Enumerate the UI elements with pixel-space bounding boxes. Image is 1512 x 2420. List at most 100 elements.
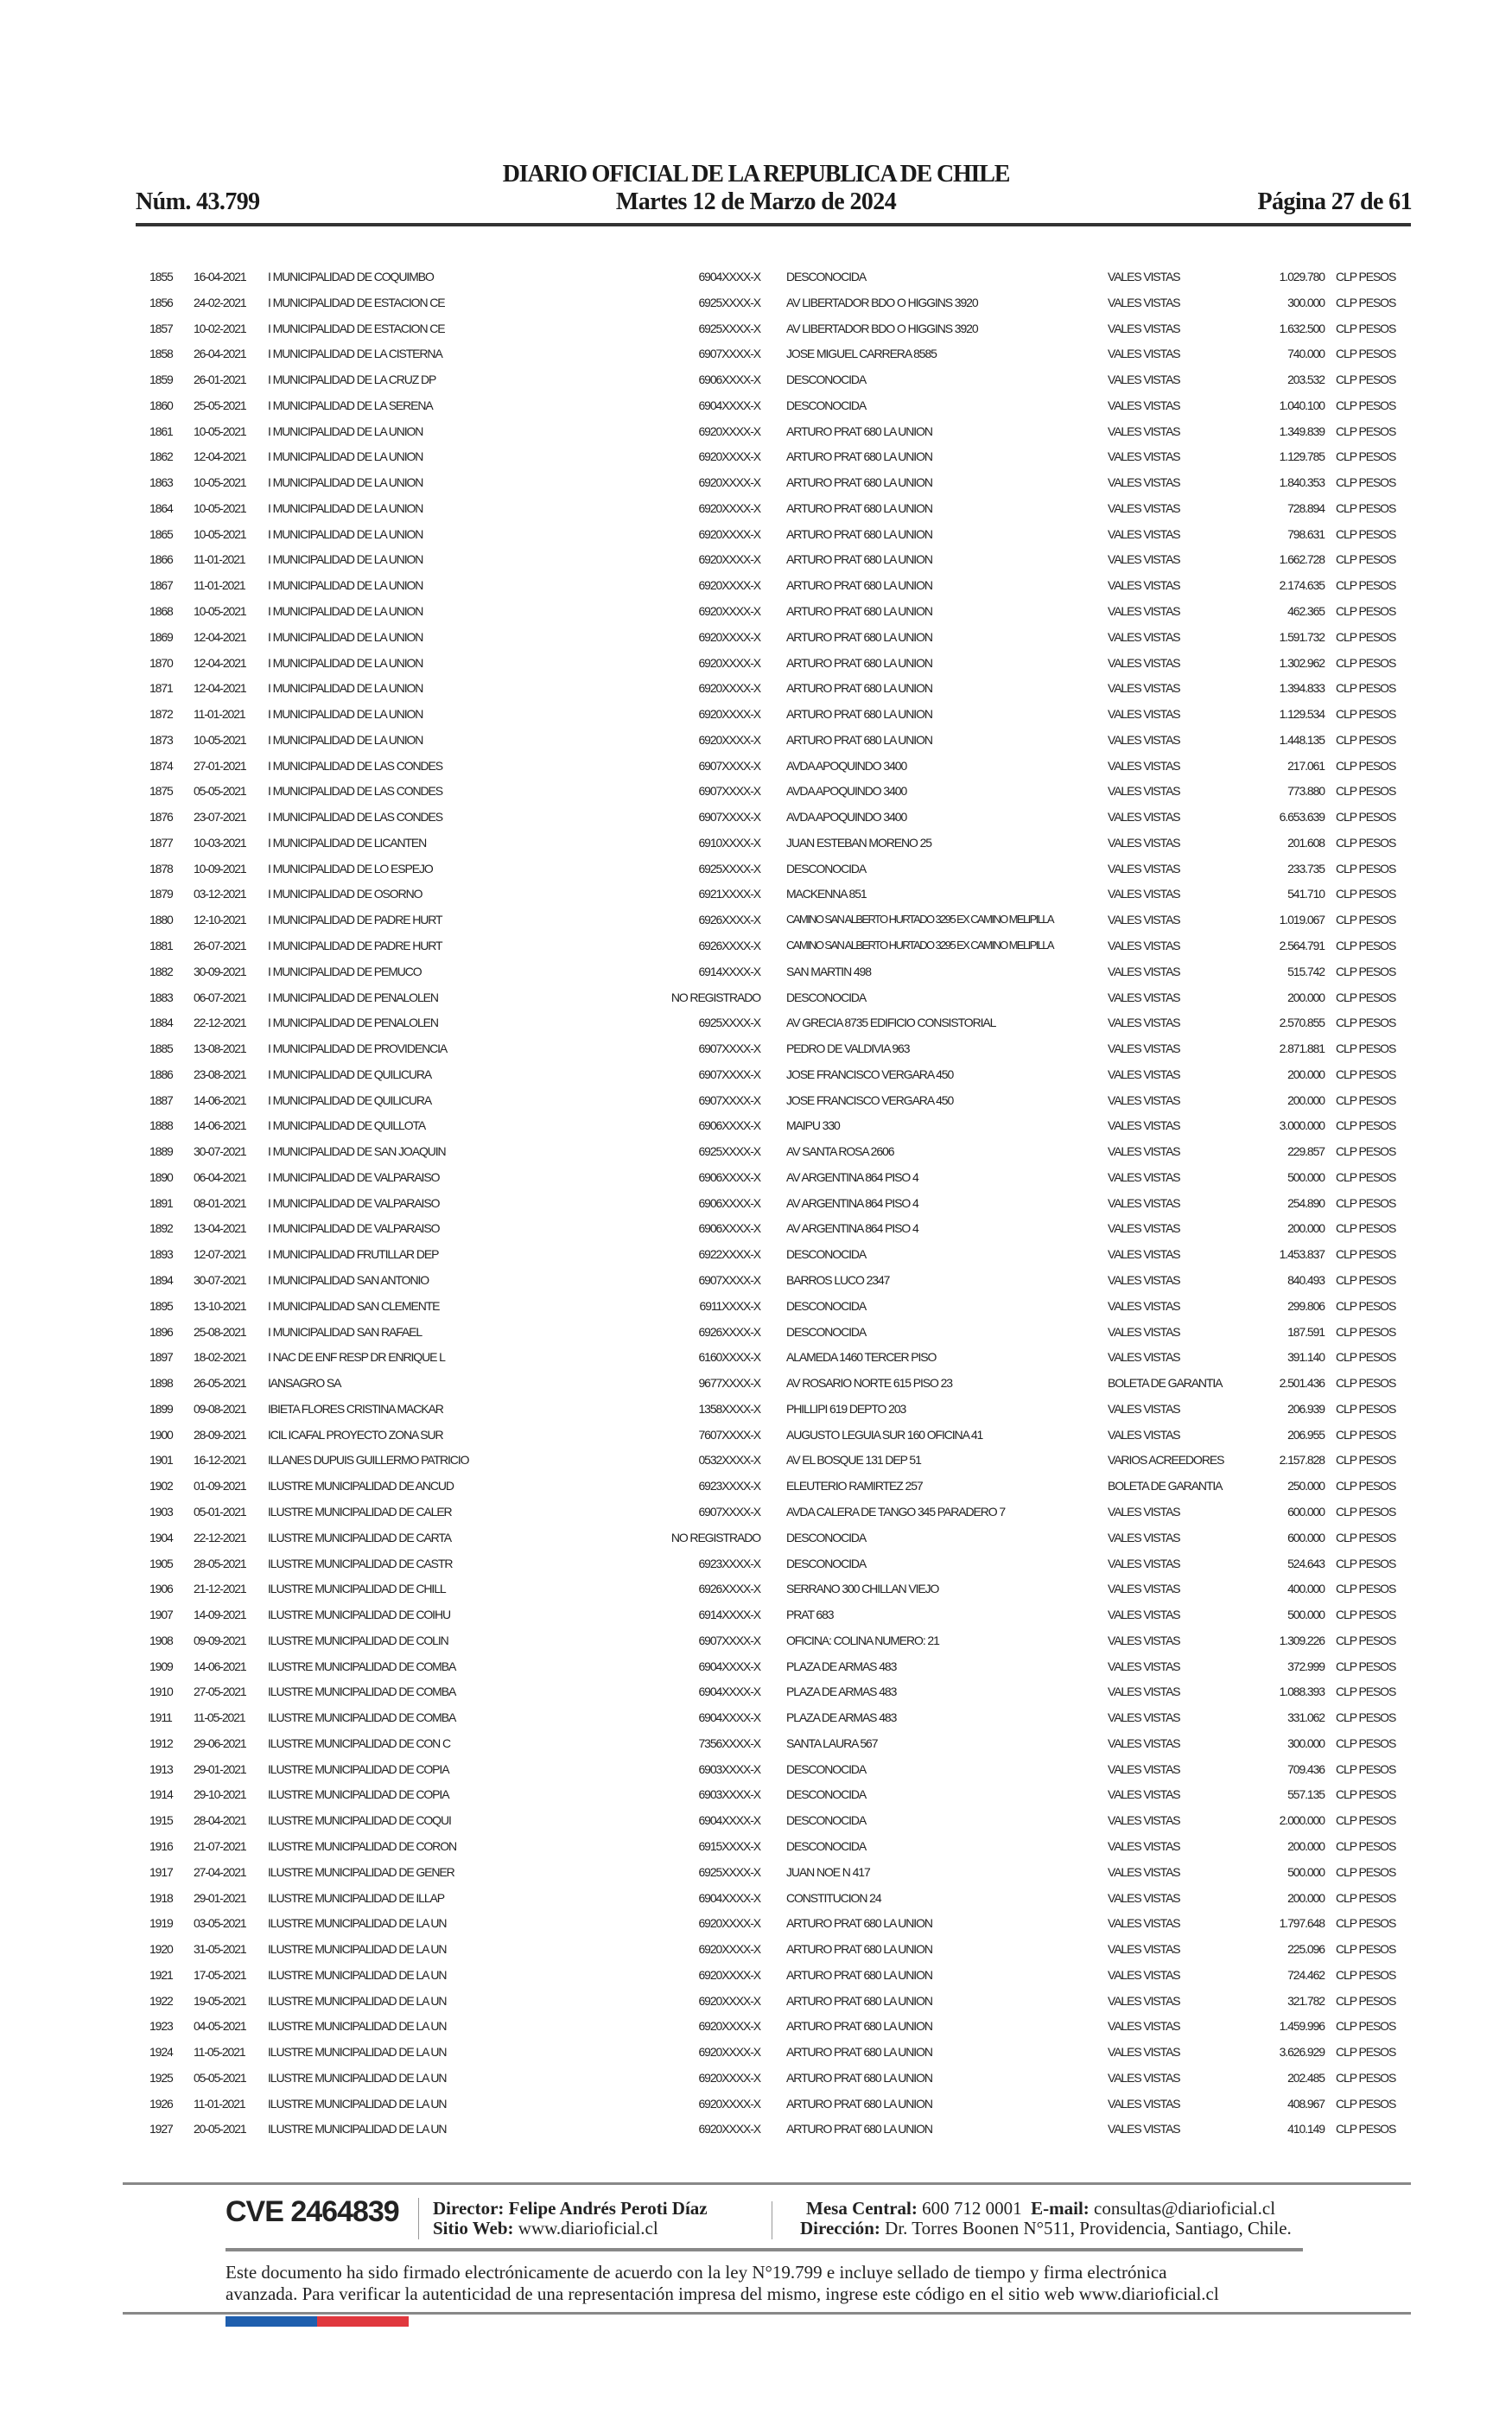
email-link[interactable]: consultas@diarioficial.cl [1094, 2198, 1276, 2219]
row-number: 1872 [149, 707, 174, 722]
table-row: 1897 18-02-2021 I NAC DE ENF RESP DR ENRIQ… [0, 1350, 1512, 1367]
row-date: 05-05-2021 [194, 784, 247, 799]
row-date: 25-08-2021 [194, 1324, 247, 1339]
row-date: 13-08-2021 [194, 1041, 247, 1056]
website-link[interactable]: www.diarioficial.cl [518, 2218, 658, 2238]
row-rut: 6906XXXX-X [698, 1221, 762, 1236]
row-rut: 6920XXXX-X [698, 2122, 762, 2137]
row-currency: CLP PESOS [1336, 398, 1396, 412]
row-currency: CLP PESOS [1336, 1556, 1396, 1570]
row-amount: 1.019.067 [1279, 913, 1325, 927]
table-row: 1863 10-05-2021 I MUNICIPALIDAD DE LA UNIO… [0, 475, 1512, 493]
row-rut: 6906XXXX-X [698, 1169, 762, 1184]
row-name: ILUSTRE MUNICIPALIDAD DE LA UN [268, 1942, 447, 1957]
row-address: DESCONOCIDA [786, 990, 867, 1004]
row-rut: 1358XXXX-X [698, 1401, 762, 1416]
row-number: 1875 [149, 784, 174, 799]
row-name: IBIETA FLORES CRISTINA MACKAR [268, 1401, 444, 1416]
row-number: 1912 [149, 1735, 174, 1750]
row-date: 09-09-2021 [194, 1633, 247, 1647]
row-name: ILUSTRE MUNICIPALIDAD DE LA UN [268, 2096, 447, 2111]
row-name: ILUSTRE MUNICIPALIDAD DE LA UN [268, 2122, 447, 2137]
row-address: CONSTITUCION 24 [786, 1890, 882, 1905]
row-name: I MUNICIPALIDAD DE QUILICURA [268, 1067, 432, 1081]
row-amount: 1.040.100 [1279, 398, 1325, 412]
table-row: 1862 12-04-2021 I MUNICIPALIDAD DE LA UNIO… [0, 449, 1512, 467]
row-currency: CLP PESOS [1336, 1041, 1396, 1056]
row-number: 1916 [149, 1838, 174, 1853]
row-address: ARTURO PRAT 680 LA UNION [786, 1993, 933, 2008]
row-rut: 6907XXXX-X [698, 1092, 762, 1107]
row-document-type: VALES VISTAS [1108, 810, 1181, 825]
row-name: I MUNICIPALIDAD DE LA UNION [268, 424, 423, 438]
row-amount: 6.653.639 [1279, 810, 1325, 825]
row-rut: 6920XXXX-X [698, 629, 762, 644]
row-date: 06-07-2021 [194, 990, 247, 1004]
row-address: DESCONOCIDA [786, 861, 867, 876]
row-document-type: VALES VISTAS [1108, 1092, 1181, 1107]
row-rut: 6904XXXX-X [698, 1813, 762, 1828]
director-line: Director: Felipe Andrés Peroti Díaz [433, 2198, 708, 2219]
row-currency: CLP PESOS [1336, 270, 1396, 283]
row-date: 18-02-2021 [194, 1350, 247, 1365]
row-document-type: VALES VISTAS [1108, 629, 1181, 644]
row-number: 1881 [149, 939, 174, 953]
row-number: 1922 [149, 1993, 174, 2008]
row-currency: CLP PESOS [1336, 1350, 1396, 1365]
table-row: 1893 12-07-2021 I MUNICIPALIDAD FRUTILLAR … [0, 1247, 1512, 1264]
row-number: 1867 [149, 578, 174, 593]
table-row: 1911 11-05-2021 ILUSTRE MUNICIPALIDAD DE C… [0, 1710, 1512, 1728]
row-date: 10-03-2021 [194, 835, 247, 850]
row-amount: 200.000 [1287, 1221, 1325, 1236]
row-date: 11-01-2021 [194, 707, 246, 722]
row-rut: 6920XXXX-X [698, 578, 762, 593]
row-currency: CLP PESOS [1336, 1993, 1396, 2008]
row-name: I MUNICIPALIDAD SAN ANTONIO [268, 1273, 429, 1288]
row-currency: CLP PESOS [1336, 449, 1396, 464]
row-address: ARTURO PRAT 680 LA UNION [786, 2122, 933, 2137]
row-document-type: VALES VISTAS [1108, 449, 1181, 464]
row-rut: 6904XXXX-X [698, 1659, 762, 1673]
row-name: I MUNICIPALIDAD DE SAN JOAQUIN [268, 1144, 447, 1159]
row-amount: 400.000 [1287, 1582, 1325, 1596]
footer-divider [418, 2198, 419, 2239]
row-amount: 331.062 [1287, 1710, 1325, 1725]
row-date: 10-05-2021 [194, 604, 247, 618]
row-currency: CLP PESOS [1336, 1710, 1396, 1725]
row-address: ARTURO PRAT 680 LA UNION [786, 526, 933, 541]
row-name: ILUSTRE MUNICIPALIDAD DE LA UN [268, 1916, 447, 1931]
row-currency: CLP PESOS [1336, 707, 1396, 722]
row-amount: 524.643 [1287, 1556, 1325, 1570]
row-document-type: VALES VISTAS [1108, 2019, 1181, 2034]
row-currency: CLP PESOS [1336, 861, 1396, 876]
row-rut: 9677XXXX-X [698, 1376, 762, 1391]
row-amount: 200.000 [1287, 1092, 1325, 1107]
row-address: ALAMEDA 1460 TERCER PISO [786, 1350, 937, 1365]
row-number: 1913 [149, 1761, 174, 1776]
row-amount: 3.000.000 [1279, 1118, 1325, 1133]
row-currency: CLP PESOS [1336, 475, 1396, 490]
row-rut: 6921XXXX-X [698, 887, 762, 901]
director-name: Felipe Andrés Peroti Díaz [508, 2198, 708, 2219]
row-amount: 187.591 [1287, 1324, 1325, 1339]
row-address: ARTURO PRAT 680 LA UNION [786, 500, 933, 515]
row-address: AV EL BOSQUE 131 DEP 51 [786, 1453, 922, 1468]
table-row: 1872 11-01-2021 I MUNICIPALIDAD DE LA UNIO… [0, 707, 1512, 724]
row-amount: 203.532 [1287, 373, 1325, 387]
row-document-type: VALES VISTAS [1108, 681, 1181, 696]
footer-mid-rule [226, 2248, 1303, 2251]
row-address: ARTURO PRAT 680 LA UNION [786, 655, 933, 670]
row-number: 1880 [149, 913, 174, 927]
row-name: I MUNICIPALIDAD DE ESTACION CE [268, 295, 446, 309]
row-currency: CLP PESOS [1336, 1761, 1396, 1776]
row-date: 14-06-2021 [194, 1118, 247, 1133]
table-row: 1886 23-08-2021 I MUNICIPALIDAD DE QUILICU… [0, 1067, 1512, 1085]
row-currency: CLP PESOS [1336, 321, 1396, 335]
row-rut: 6907XXXX-X [698, 1273, 762, 1288]
row-date: 29-01-2021 [194, 1761, 247, 1776]
row-name: I MUNICIPALIDAD DE PROVIDENCIA [268, 1041, 448, 1056]
row-document-type: VALES VISTAS [1108, 1608, 1181, 1622]
table-row: 1855 16-04-2021 I MUNICIPALIDAD DE COQUIMB… [0, 270, 1512, 287]
row-currency: CLP PESOS [1336, 1608, 1396, 1622]
row-date: 20-05-2021 [194, 2122, 247, 2137]
